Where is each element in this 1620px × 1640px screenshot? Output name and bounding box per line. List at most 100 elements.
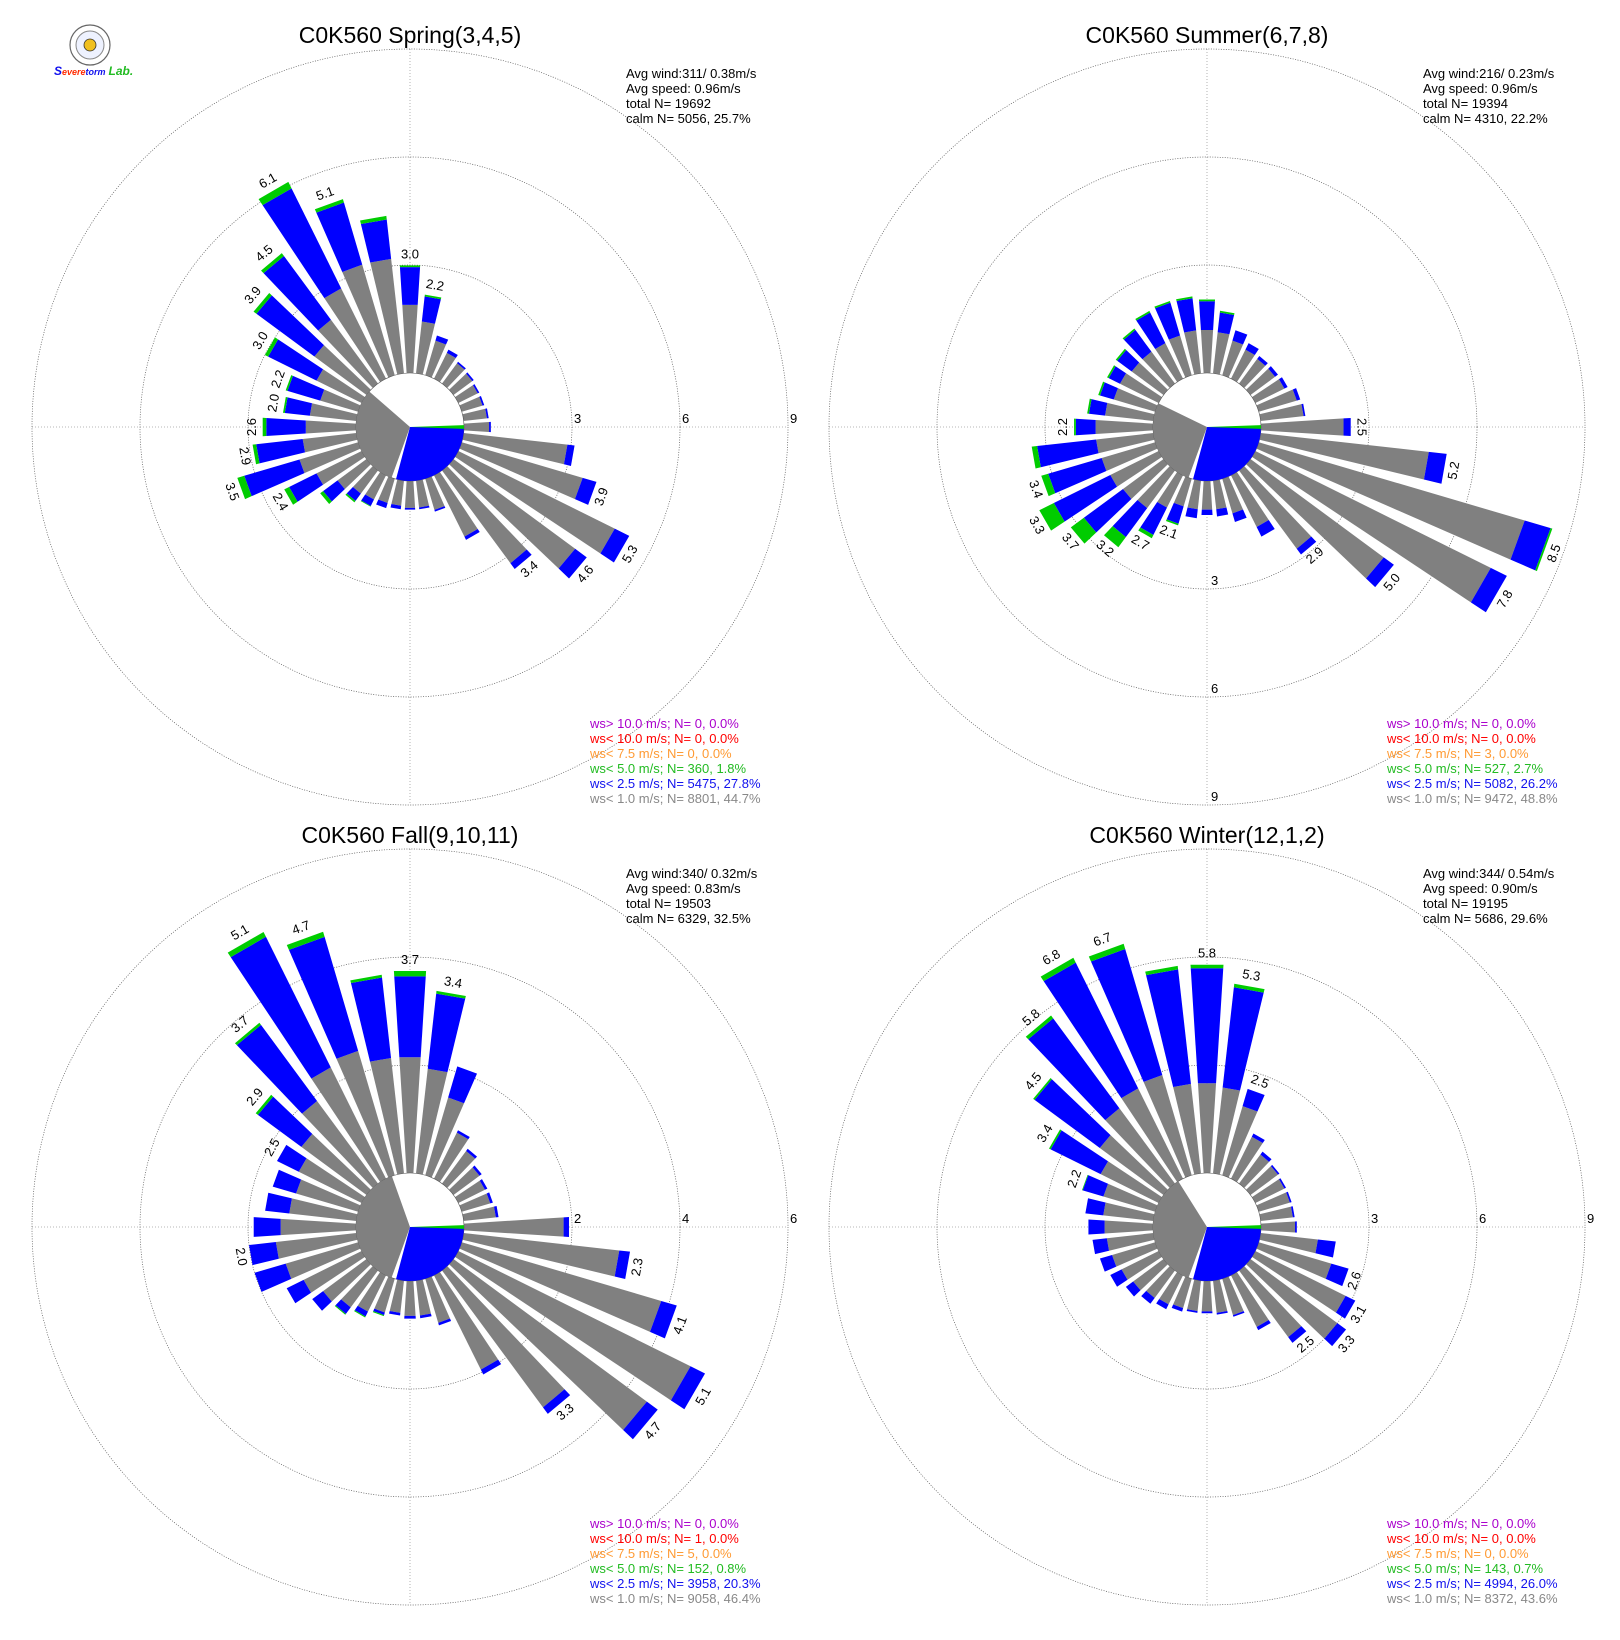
sector-segment-blue [1324,1323,1347,1347]
bar-value-label: 5.1 [228,921,251,943]
sector-segment-green [255,1094,274,1115]
sector-segment-blue [446,349,458,359]
sector-segment-gray [302,433,358,453]
sector-segment-blue [563,444,575,466]
sector-segment-gray [342,264,395,378]
bar-value-label: 5.3 [1241,966,1261,984]
sector-segment-green [1535,528,1553,572]
sector-bar [1070,459,1168,544]
sector-segment-gray [1231,349,1255,383]
sector-segment-gray [404,480,416,508]
bar-value-label: 3.0 [249,329,271,352]
sector-bar [360,215,404,375]
sector-segment-gray [1246,368,1276,395]
sector-segment-blue [1053,475,1118,522]
sector-segment-blue [1270,1164,1280,1175]
sector-bar [1088,1219,1154,1235]
bar-value-label: 2.2 [425,276,445,294]
sector-bar [416,294,442,375]
sector-segment-blue [456,361,466,370]
sector-segment-gray [1157,471,1183,508]
calm-blue-wedge [1193,427,1261,482]
sector-segment-gray [280,1218,357,1236]
bar-value-label: 2.2 [1055,418,1070,436]
sector-bar [1185,479,1201,519]
stats-line: total N= 19394 [1423,96,1508,111]
sector-segment-gray [1105,1108,1175,1188]
sector-bar [272,1169,361,1212]
sector-segment-gray [454,451,615,554]
legend-entry: ws< 10.0 m/s; N= 0, 0.0% [1386,731,1536,746]
stats-line: calm N= 6329, 32.5% [626,911,751,926]
sector-segment-blue [600,528,630,563]
sector-segment-blue [1242,1088,1265,1112]
sector-segment-blue [1232,1311,1245,1317]
sector-segment-green [1154,300,1171,309]
sector-segment-blue [1286,1191,1292,1203]
sector-segment-blue [1290,1206,1295,1218]
sector-segment-green [1176,296,1193,302]
sector-segment-blue [404,1315,416,1319]
sector-bar [1103,466,1175,548]
sector-bar [227,931,386,1183]
sector-bar [1176,296,1201,375]
sector-segment-gray [454,1251,691,1401]
sector-segment-blue [574,477,597,505]
sector-segment-blue [1366,557,1394,588]
legend-entry: ws> 10.0 m/s; N= 0, 0.0% [589,716,739,731]
chart-title: C0K560 Fall(9,10,11) [302,822,519,848]
sector-segment-gray [425,340,447,378]
sector-segment-green [285,375,293,391]
sector-segment-gray [323,1259,371,1302]
sector-segment-gray [1119,373,1163,403]
range-ring [247,264,573,590]
bar-value-label: 3.4 [1026,478,1046,500]
ring-label: 2 [574,1211,581,1226]
sector-bar [1099,1242,1158,1272]
sector-bar [390,479,404,510]
sector-segment-gray [1122,459,1168,499]
bar-value-label: 6.8 [1040,946,1063,968]
sector-bar [1138,471,1183,539]
sector-segment-gray [425,1097,465,1178]
sector-segment-blue [1090,948,1163,1082]
range-ring [936,156,1478,698]
sector-bar [1025,1015,1175,1188]
sector-segment-blue [1123,329,1152,360]
ring-label: 6 [682,411,689,426]
sector-segment-blue [1470,567,1507,613]
sector-segment-blue [1156,1298,1169,1310]
sector-segment-blue [1171,1304,1184,1312]
bar-value-label: 4.1 [670,1314,690,1336]
range-ring [31,848,789,1606]
sector-bar [442,361,466,388]
stats-line: Avg wind:340/ 0.32m/s [626,866,758,881]
sector-segment-gray [404,1280,416,1316]
sector-bar [249,1233,358,1266]
sector-segment-blue [289,473,324,502]
sector-segment-green [264,337,279,357]
sector-segment-blue [1295,1221,1297,1233]
sector-bar [237,442,361,500]
sector-segment-green [1081,1174,1089,1191]
calm-green-wedge [1207,425,1261,429]
sector-segment-gray [462,408,487,421]
sector-segment-blue [1190,968,1224,1084]
sector-bar [1231,471,1275,537]
sector-bar [462,408,489,421]
sector-bar [1074,418,1154,436]
sector-segment-gray [1259,404,1304,421]
sector-segment-blue [1146,969,1191,1088]
sector-bar [442,1266,571,1414]
sector-bar [1251,377,1288,403]
sector-segment-blue [316,202,363,272]
sector-segment-green [393,971,427,977]
ring-label: 9 [790,411,797,426]
sector-segment-blue [266,417,306,437]
legend-entry: ws< 5.0 m/s; N= 360, 1.8% [589,761,747,776]
sector-segment-gray [1231,1271,1269,1327]
sector-segment-gray [1100,1161,1163,1203]
sector-segment-green [286,931,325,950]
sector-segment-gray [275,1233,358,1259]
sector-bar [1201,1280,1213,1314]
